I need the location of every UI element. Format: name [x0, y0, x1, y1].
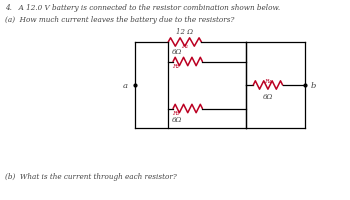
Text: R₃: R₃	[172, 111, 179, 116]
Text: 6Ω: 6Ω	[263, 93, 273, 100]
Text: (a)  How much current leaves the battery due to the resistors?: (a) How much current leaves the battery …	[5, 16, 234, 24]
Text: 12 Ω: 12 Ω	[176, 28, 193, 36]
Text: R₂: R₂	[172, 64, 179, 69]
Text: R₄: R₄	[264, 79, 272, 84]
Text: R₁: R₁	[181, 44, 188, 49]
Text: 6Ω: 6Ω	[172, 48, 182, 56]
Text: 4.   A 12.0 V battery is connected to the resistor combination shown below.: 4. A 12.0 V battery is connected to the …	[5, 4, 280, 12]
Text: 6Ω: 6Ω	[172, 115, 182, 123]
Text: a: a	[123, 82, 128, 90]
Text: (b)  What is the current through each resistor?: (b) What is the current through each res…	[5, 172, 177, 180]
Text: b: b	[311, 82, 316, 90]
